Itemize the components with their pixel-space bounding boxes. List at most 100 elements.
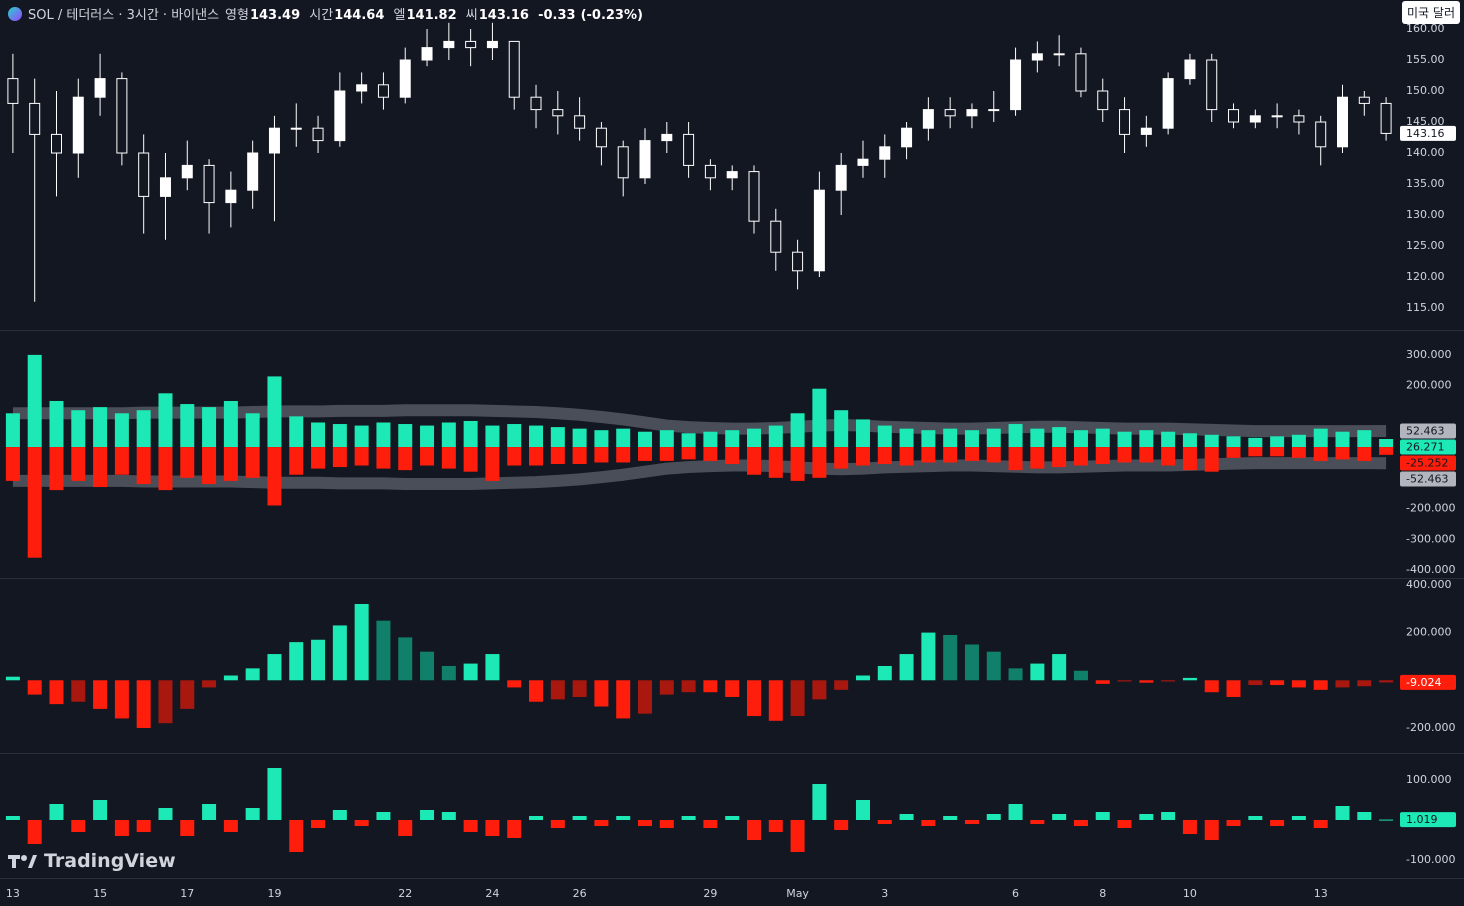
bar [1182,820,1197,834]
bar [5,816,20,820]
bar [332,810,347,820]
bar [834,680,849,690]
bar [71,820,86,832]
bar [71,680,86,702]
bar [114,413,129,448]
candle-body [1380,102,1392,134]
bar [746,447,761,475]
bar [376,812,391,820]
bar [93,407,108,448]
candle-body [857,158,869,166]
bar [354,447,369,466]
bar [267,654,282,681]
bar [354,425,369,448]
bar [1226,820,1241,826]
bar [659,447,674,461]
x-tick-label: 19 [267,887,281,900]
bar [507,680,522,688]
bar [1117,820,1132,828]
candle-body [792,251,804,272]
candle-body [661,133,673,142]
bar [1008,424,1023,448]
bar [376,447,391,469]
bar [463,447,478,472]
price-badge [1400,812,1456,828]
bar [1270,447,1285,457]
bar [507,424,522,448]
bar [921,430,936,448]
currency-button[interactable]: 미국 달러 [1402,1,1460,24]
candle-body [443,40,455,49]
candle-body [29,102,41,135]
ohlc-value: 144.64 [334,8,385,23]
logo-text: TradingView [44,850,176,872]
bar [420,810,435,820]
bar [1226,680,1241,697]
bar [703,680,718,693]
bar [289,447,304,475]
bar [855,675,870,681]
candle-body [1162,78,1174,129]
y-tick-label: -300.000 [1406,532,1455,545]
bar [616,816,631,820]
bar [768,820,783,832]
x-tick-label: 15 [93,887,107,900]
bar [1379,439,1394,448]
candle-body [944,109,956,117]
bar [202,447,217,484]
bar [507,820,522,838]
y-tick-label: 115.00 [1406,301,1445,314]
y-tick-label: -400.000 [1406,563,1455,576]
bar [1335,447,1350,460]
bar [202,407,217,448]
bar [1313,680,1328,690]
y-tick-label: 135.00 [1406,177,1445,190]
bar [49,400,64,448]
bar [638,680,653,714]
bar [1030,663,1045,681]
bar [1182,447,1197,471]
candle-body [879,146,891,160]
bar [245,413,260,448]
bar [834,447,849,469]
bar [223,675,238,681]
bar [223,447,238,481]
bar [877,447,892,464]
bar [398,447,413,471]
bar [1204,447,1219,472]
bar [289,642,304,681]
bar [572,428,587,448]
bar [27,447,42,558]
bar [790,447,805,481]
candle-body [1293,115,1305,123]
bar [1030,820,1045,824]
bar [877,820,892,824]
bar [332,447,347,468]
bar [659,820,674,828]
bar [877,665,892,681]
candle-body [50,133,62,154]
bar [27,680,42,695]
bar [529,447,544,466]
bar [768,425,783,448]
bar [311,422,326,448]
bar [964,644,979,681]
bar [594,430,609,448]
x-tick-label: 13 [6,887,20,900]
bar [529,816,544,820]
bar [420,447,435,466]
ohlc-key: 엘 [393,8,406,23]
change: -0.33 [538,8,576,23]
y-tick-label: 300.000 [1406,348,1452,361]
bar [27,354,42,448]
bar [790,680,805,717]
candle-body [334,90,346,142]
x-tick-label: 17 [180,887,194,900]
bar [441,447,456,469]
bar [899,814,914,820]
candle-body [748,171,760,222]
bar [921,447,936,463]
x-tick-label: 22 [398,887,412,900]
candle-body [159,177,171,197]
bar [964,820,979,824]
